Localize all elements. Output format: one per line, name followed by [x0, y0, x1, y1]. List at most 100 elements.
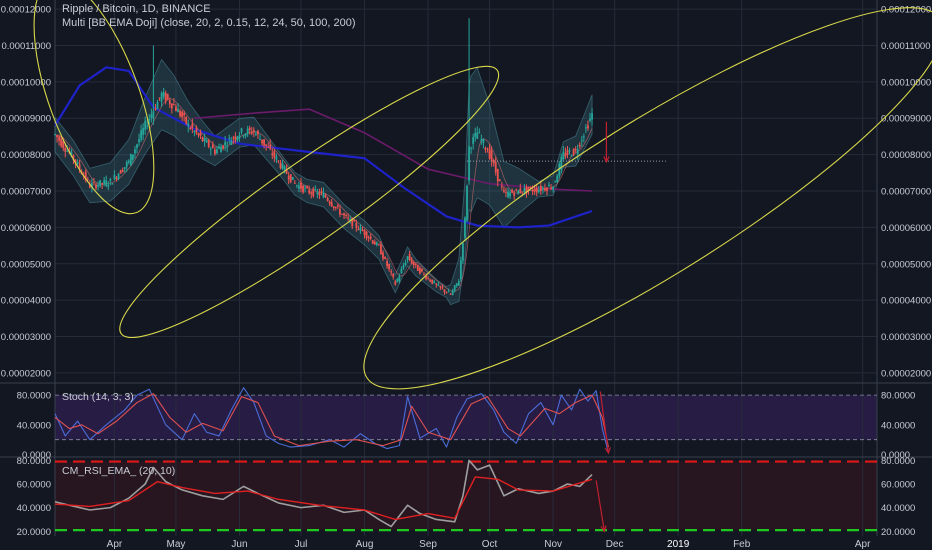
candle-body: [269, 144, 272, 149]
candle-body: [95, 184, 97, 189]
candle-body: [148, 118, 151, 121]
candle-body: [103, 180, 106, 184]
candle-body: [449, 293, 452, 295]
candle-body: [332, 206, 335, 208]
candle-body: [519, 188, 522, 193]
candle-body: [99, 180, 101, 186]
candle-body: [443, 289, 446, 293]
candle-body: [330, 202, 333, 207]
rsi-arrow-head: [600, 525, 607, 533]
candle-body: [275, 156, 278, 160]
candle-body: [175, 106, 177, 112]
candle-body: [62, 140, 65, 149]
candle-body: [267, 147, 270, 148]
candle-body: [310, 192, 313, 194]
candle-body: [406, 256, 409, 260]
candle-body: [244, 133, 247, 136]
candle-body: [384, 256, 386, 259]
candle-body: [527, 186, 530, 191]
y-tick-label-right: 0.00004000: [881, 296, 931, 307]
symbol-title: Ripple / Bitcoin, 1D, BINANCE: [62, 3, 211, 15]
candle-body: [480, 139, 483, 142]
candle-body: [525, 186, 528, 194]
candle-body: [240, 128, 243, 133]
candle-body: [295, 185, 298, 186]
candle-body: [76, 161, 79, 164]
candle-body: [287, 175, 290, 180]
candle-body: [336, 205, 339, 207]
candle-body: [197, 133, 200, 136]
x-tick-label: Aug: [356, 539, 374, 550]
candle-body: [236, 136, 239, 141]
candle-body: [306, 186, 309, 188]
candle-body: [459, 260, 462, 279]
candle-body: [464, 217, 466, 238]
candle-body: [154, 108, 157, 110]
candle-body: [279, 162, 282, 169]
candle-body: [503, 190, 505, 192]
candle-body: [232, 137, 235, 139]
candle-body: [88, 183, 91, 188]
candle-body: [207, 140, 210, 147]
candle-body: [515, 188, 518, 190]
candle-body: [209, 148, 212, 150]
candle-body: [521, 192, 524, 194]
candle-body: [341, 213, 343, 215]
candle-body: [129, 154, 132, 166]
candle-body: [252, 130, 255, 132]
candle-body: [404, 262, 407, 266]
candle-body: [462, 242, 464, 261]
candle-body: [134, 149, 136, 154]
candle-body: [367, 237, 370, 239]
candle-body: [58, 136, 60, 141]
candle-body: [500, 185, 503, 187]
candle-body: [541, 187, 544, 190]
study-title: Multi [BB EMA Doji] (close, 20, 2, 0.15,…: [62, 17, 356, 29]
candle-body: [544, 188, 546, 191]
candle-body: [539, 186, 542, 191]
candle-body: [250, 131, 253, 134]
candle-body: [160, 92, 163, 102]
candle-body: [70, 151, 73, 156]
candle-body: [353, 219, 356, 222]
stoch-k-line: [54, 387, 609, 454]
candle-body: [216, 149, 218, 154]
y-tick-label-left: 0.00009000: [1, 114, 51, 125]
candle-body: [211, 144, 214, 149]
candle-body: [125, 162, 128, 167]
candle-body: [377, 244, 380, 246]
candle-body: [172, 104, 175, 105]
candle-body: [109, 178, 112, 182]
candle-body: [492, 160, 495, 164]
candle-body: [300, 182, 302, 189]
candle-body: [496, 168, 499, 182]
candle-body: [64, 148, 67, 152]
candle-body: [375, 242, 378, 245]
candle-body: [123, 167, 126, 169]
candle-body: [484, 147, 487, 150]
candle-body: [509, 192, 511, 197]
candle-body: [349, 218, 352, 221]
candle-body: [578, 144, 581, 147]
candle-body: [494, 161, 497, 173]
candle-body: [119, 170, 122, 174]
candle-body: [308, 189, 311, 194]
x-tick-label: Nov: [544, 539, 562, 550]
candle-body: [546, 187, 548, 191]
candle-body: [392, 273, 395, 278]
y-tick-label-left: 0.00005000: [1, 259, 51, 270]
candle-body: [291, 177, 294, 180]
x-tick-label: May: [166, 539, 185, 550]
y-tick-label-right: 0.00007000: [881, 187, 931, 198]
rsi-rsi_ema-line: [54, 476, 593, 521]
candle-body: [334, 206, 337, 208]
candle-body: [359, 227, 362, 231]
candle-body: [158, 97, 161, 99]
candle-body: [97, 184, 99, 187]
candle-body: [386, 260, 388, 267]
candle-body: [390, 271, 393, 273]
candle-body: [187, 123, 190, 127]
candle-body: [468, 146, 470, 181]
candle-body: [281, 163, 284, 169]
